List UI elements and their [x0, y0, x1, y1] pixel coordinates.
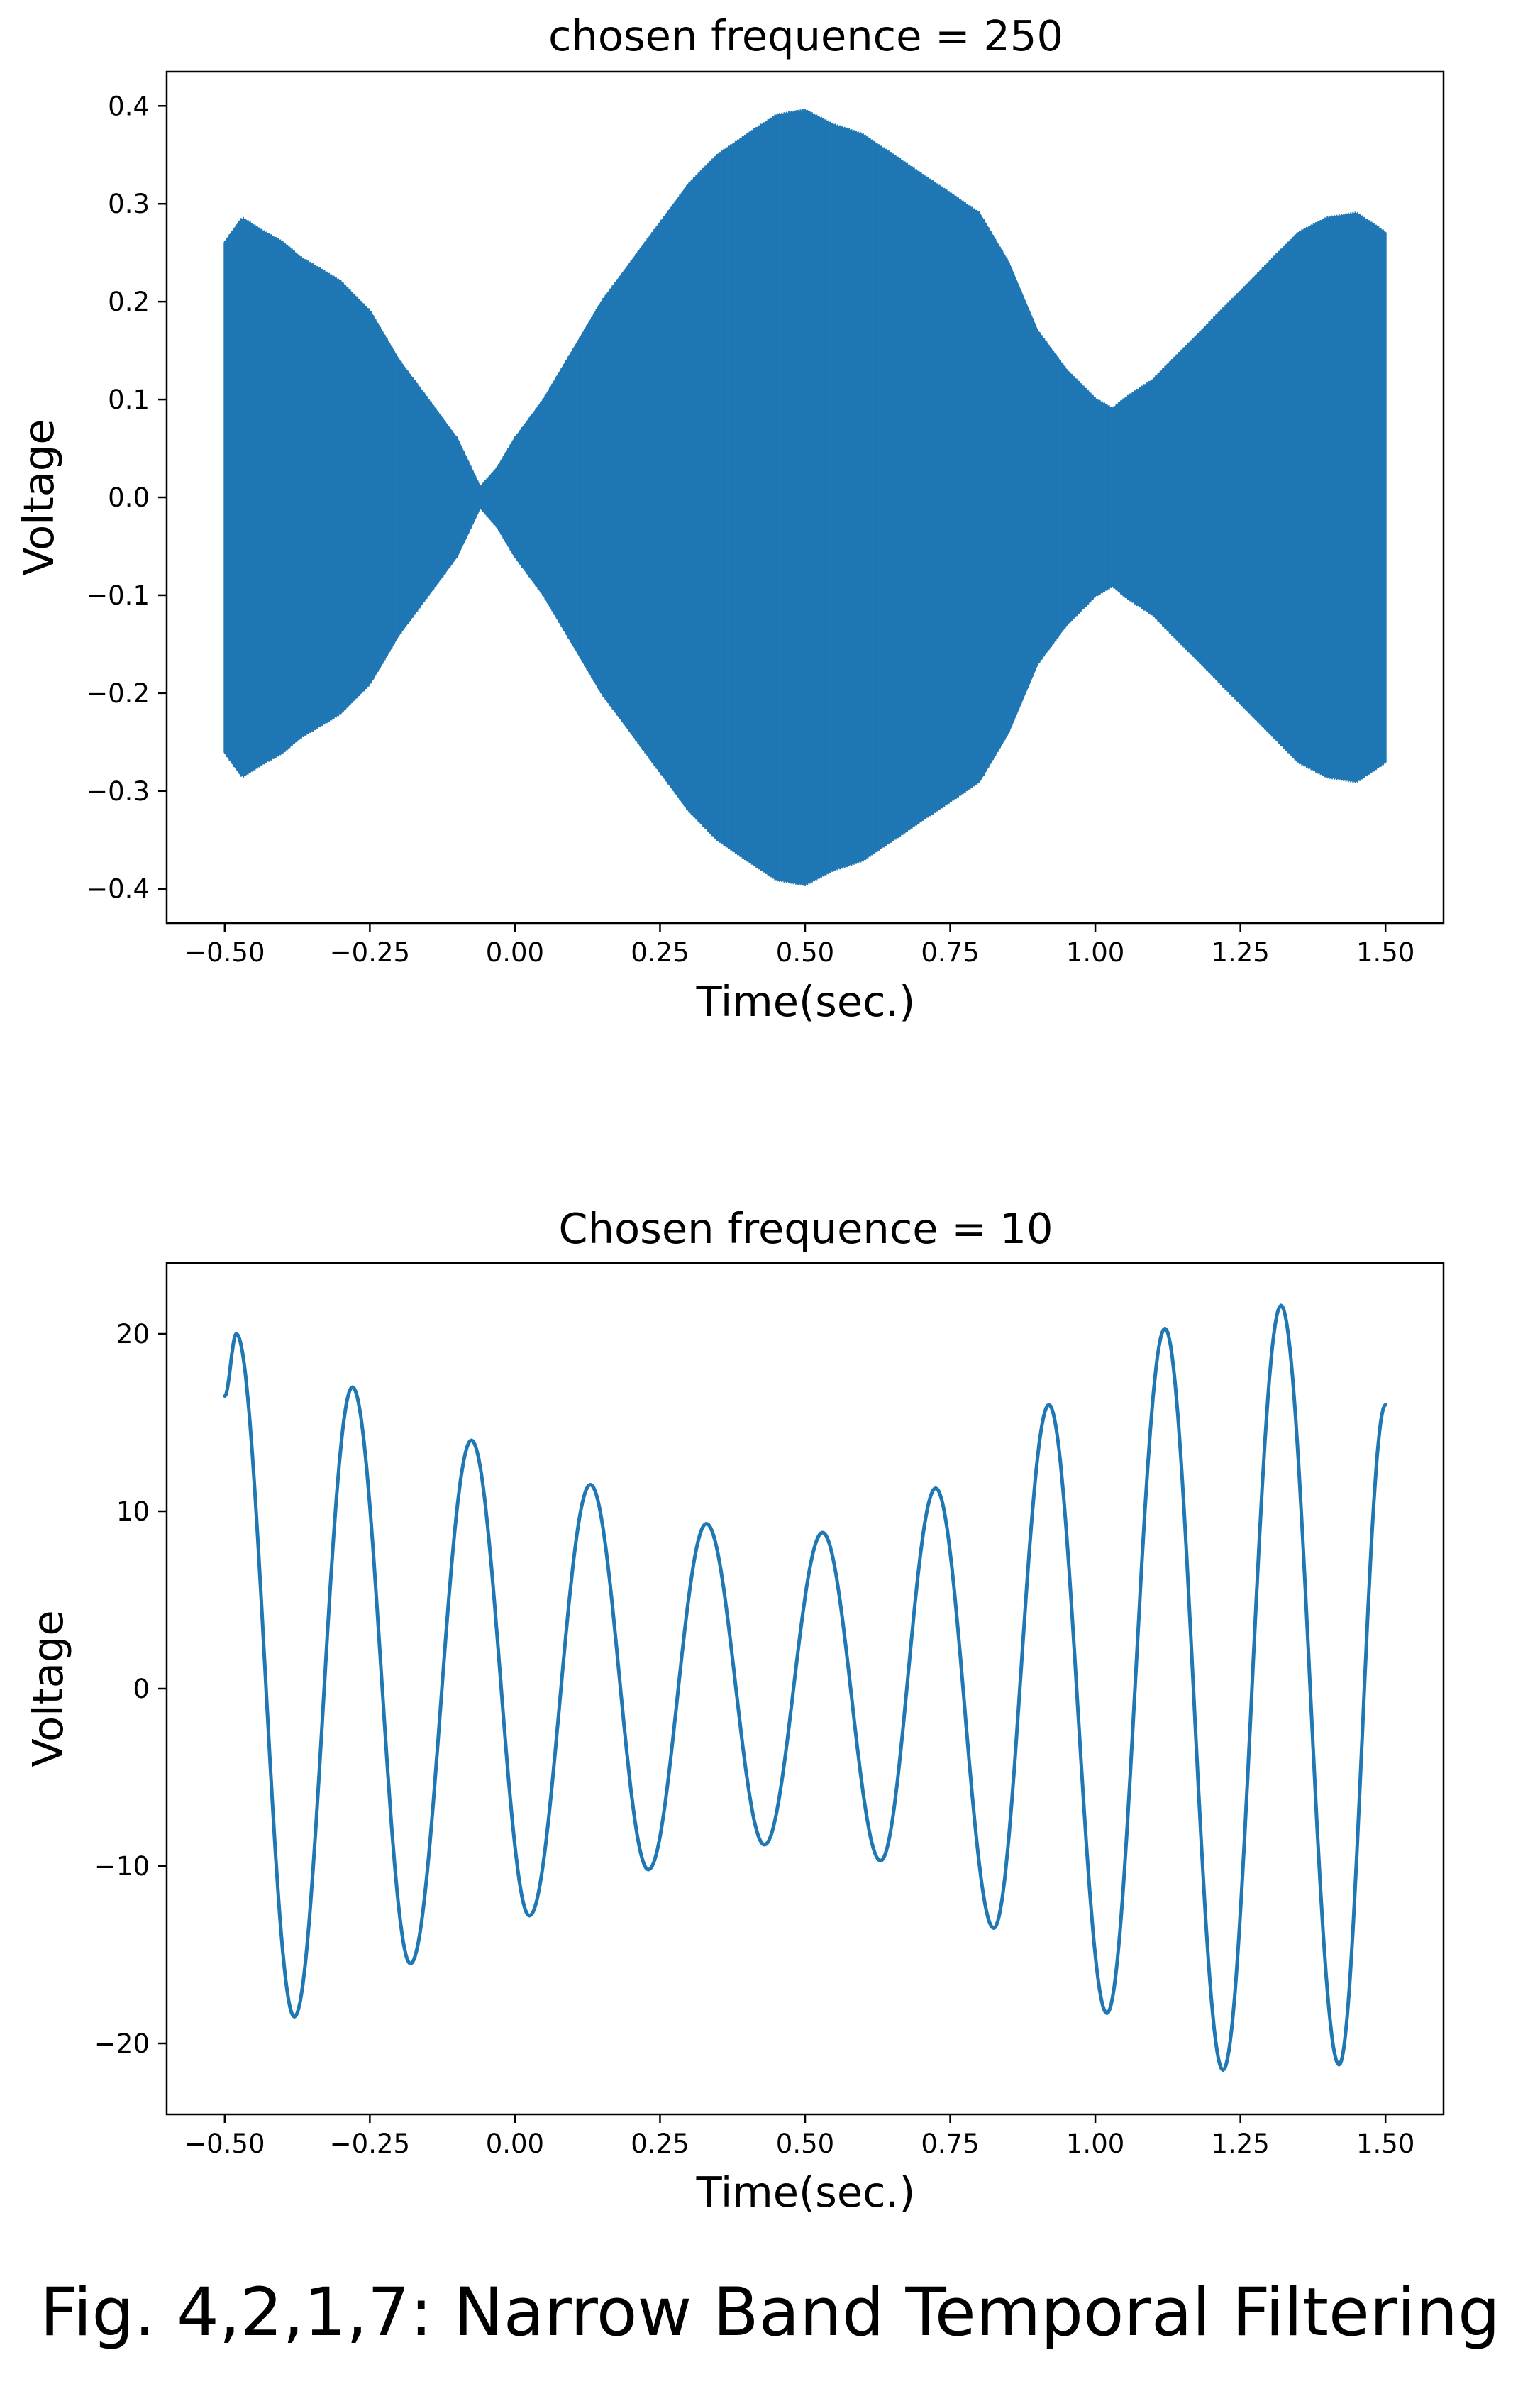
bottom-chart: Chosen frequence = 10 −0.50 −0.25 0.00 0.25… [23, 1204, 1445, 2217]
y-tick-label: −0.2 [86, 678, 150, 709]
x-tick-label: −0.50 [184, 937, 265, 968]
x-tick-label: −0.25 [330, 2129, 410, 2159]
top-chart-signal-oscillation [223, 109, 1384, 886]
x-tick-label: 1.00 [1066, 2129, 1124, 2159]
x-tick-label: 0.50 [776, 2129, 834, 2159]
top-chart-x-axis: −0.50 −0.25 0.00 0.25 0.50 0.75 1.00 1.25 1.50 [184, 923, 1414, 968]
x-tick-label: 1.25 [1211, 2129, 1269, 2159]
bottom-chart-series-line [223, 1303, 1387, 2072]
x-tick-label: 0.25 [631, 2129, 689, 2159]
x-tick-label: 0.00 [486, 2129, 544, 2159]
y-tick-label: 20 [116, 1319, 150, 1350]
x-tick-label: 0.25 [631, 937, 689, 968]
x-tick-label: 0.50 [776, 937, 834, 968]
top-chart-x-label: Time(sec.) [696, 977, 916, 1026]
bottom-chart-x-axis: −0.50 −0.25 0.00 0.25 0.50 0.75 1.00 1.25 1.50 [184, 2114, 1414, 2159]
y-tick-label: −0.4 [86, 874, 150, 905]
top-chart-title: chosen frequence = 250 [548, 11, 1063, 60]
figure-caption: Fig. 4,2,1,7: Narrow Band Temporal Filte… [40, 2274, 1500, 2351]
y-tick-label: 0.3 [108, 189, 150, 219]
x-tick-label: 1.00 [1066, 937, 1124, 968]
x-tick-label: 0.00 [486, 937, 544, 968]
y-tick-label: 0.0 [108, 482, 150, 513]
y-tick-label: −10 [94, 1851, 150, 1882]
top-chart: chosen frequence = 250 −0.50 −0.25 0.00 0.2… [14, 11, 1445, 1026]
x-tick-label: 0.75 [921, 937, 979, 968]
y-tick-label: 0.4 [108, 91, 150, 121]
x-tick-label: 1.50 [1356, 2129, 1414, 2159]
x-tick-label: 0.75 [921, 2129, 979, 2159]
top-chart-y-label: Voltage [14, 419, 63, 575]
bottom-chart-x-label: Time(sec.) [696, 2168, 916, 2217]
y-tick-label: 0.1 [108, 385, 150, 415]
y-tick-label: 0 [133, 1674, 150, 1704]
bottom-chart-y-axis: 20 10 0 −10 −20 [94, 1319, 167, 2059]
x-tick-label: −0.50 [184, 2129, 265, 2159]
x-tick-label: 1.50 [1356, 937, 1414, 968]
bottom-chart-title: Chosen frequence = 10 [558, 1204, 1053, 1253]
y-tick-label: −0.3 [86, 776, 150, 807]
y-tick-label: −0.1 [86, 580, 150, 611]
top-chart-y-axis: 0.4 0.3 0.2 0.1 0.0 −0.1 −0.2 −0.3 −0.4 [86, 91, 167, 905]
y-tick-label: 0.2 [108, 287, 150, 317]
y-tick-label: −20 [94, 2029, 150, 2059]
x-tick-label: −0.25 [330, 937, 410, 968]
bottom-chart-y-label: Voltage [23, 1610, 72, 1767]
y-tick-label: 10 [116, 1496, 150, 1527]
x-tick-label: 1.25 [1211, 937, 1269, 968]
